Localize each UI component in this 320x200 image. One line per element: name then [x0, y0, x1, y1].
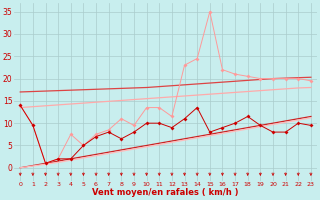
X-axis label: Vent moyen/en rafales ( km/h ): Vent moyen/en rafales ( km/h ) — [92, 188, 239, 197]
